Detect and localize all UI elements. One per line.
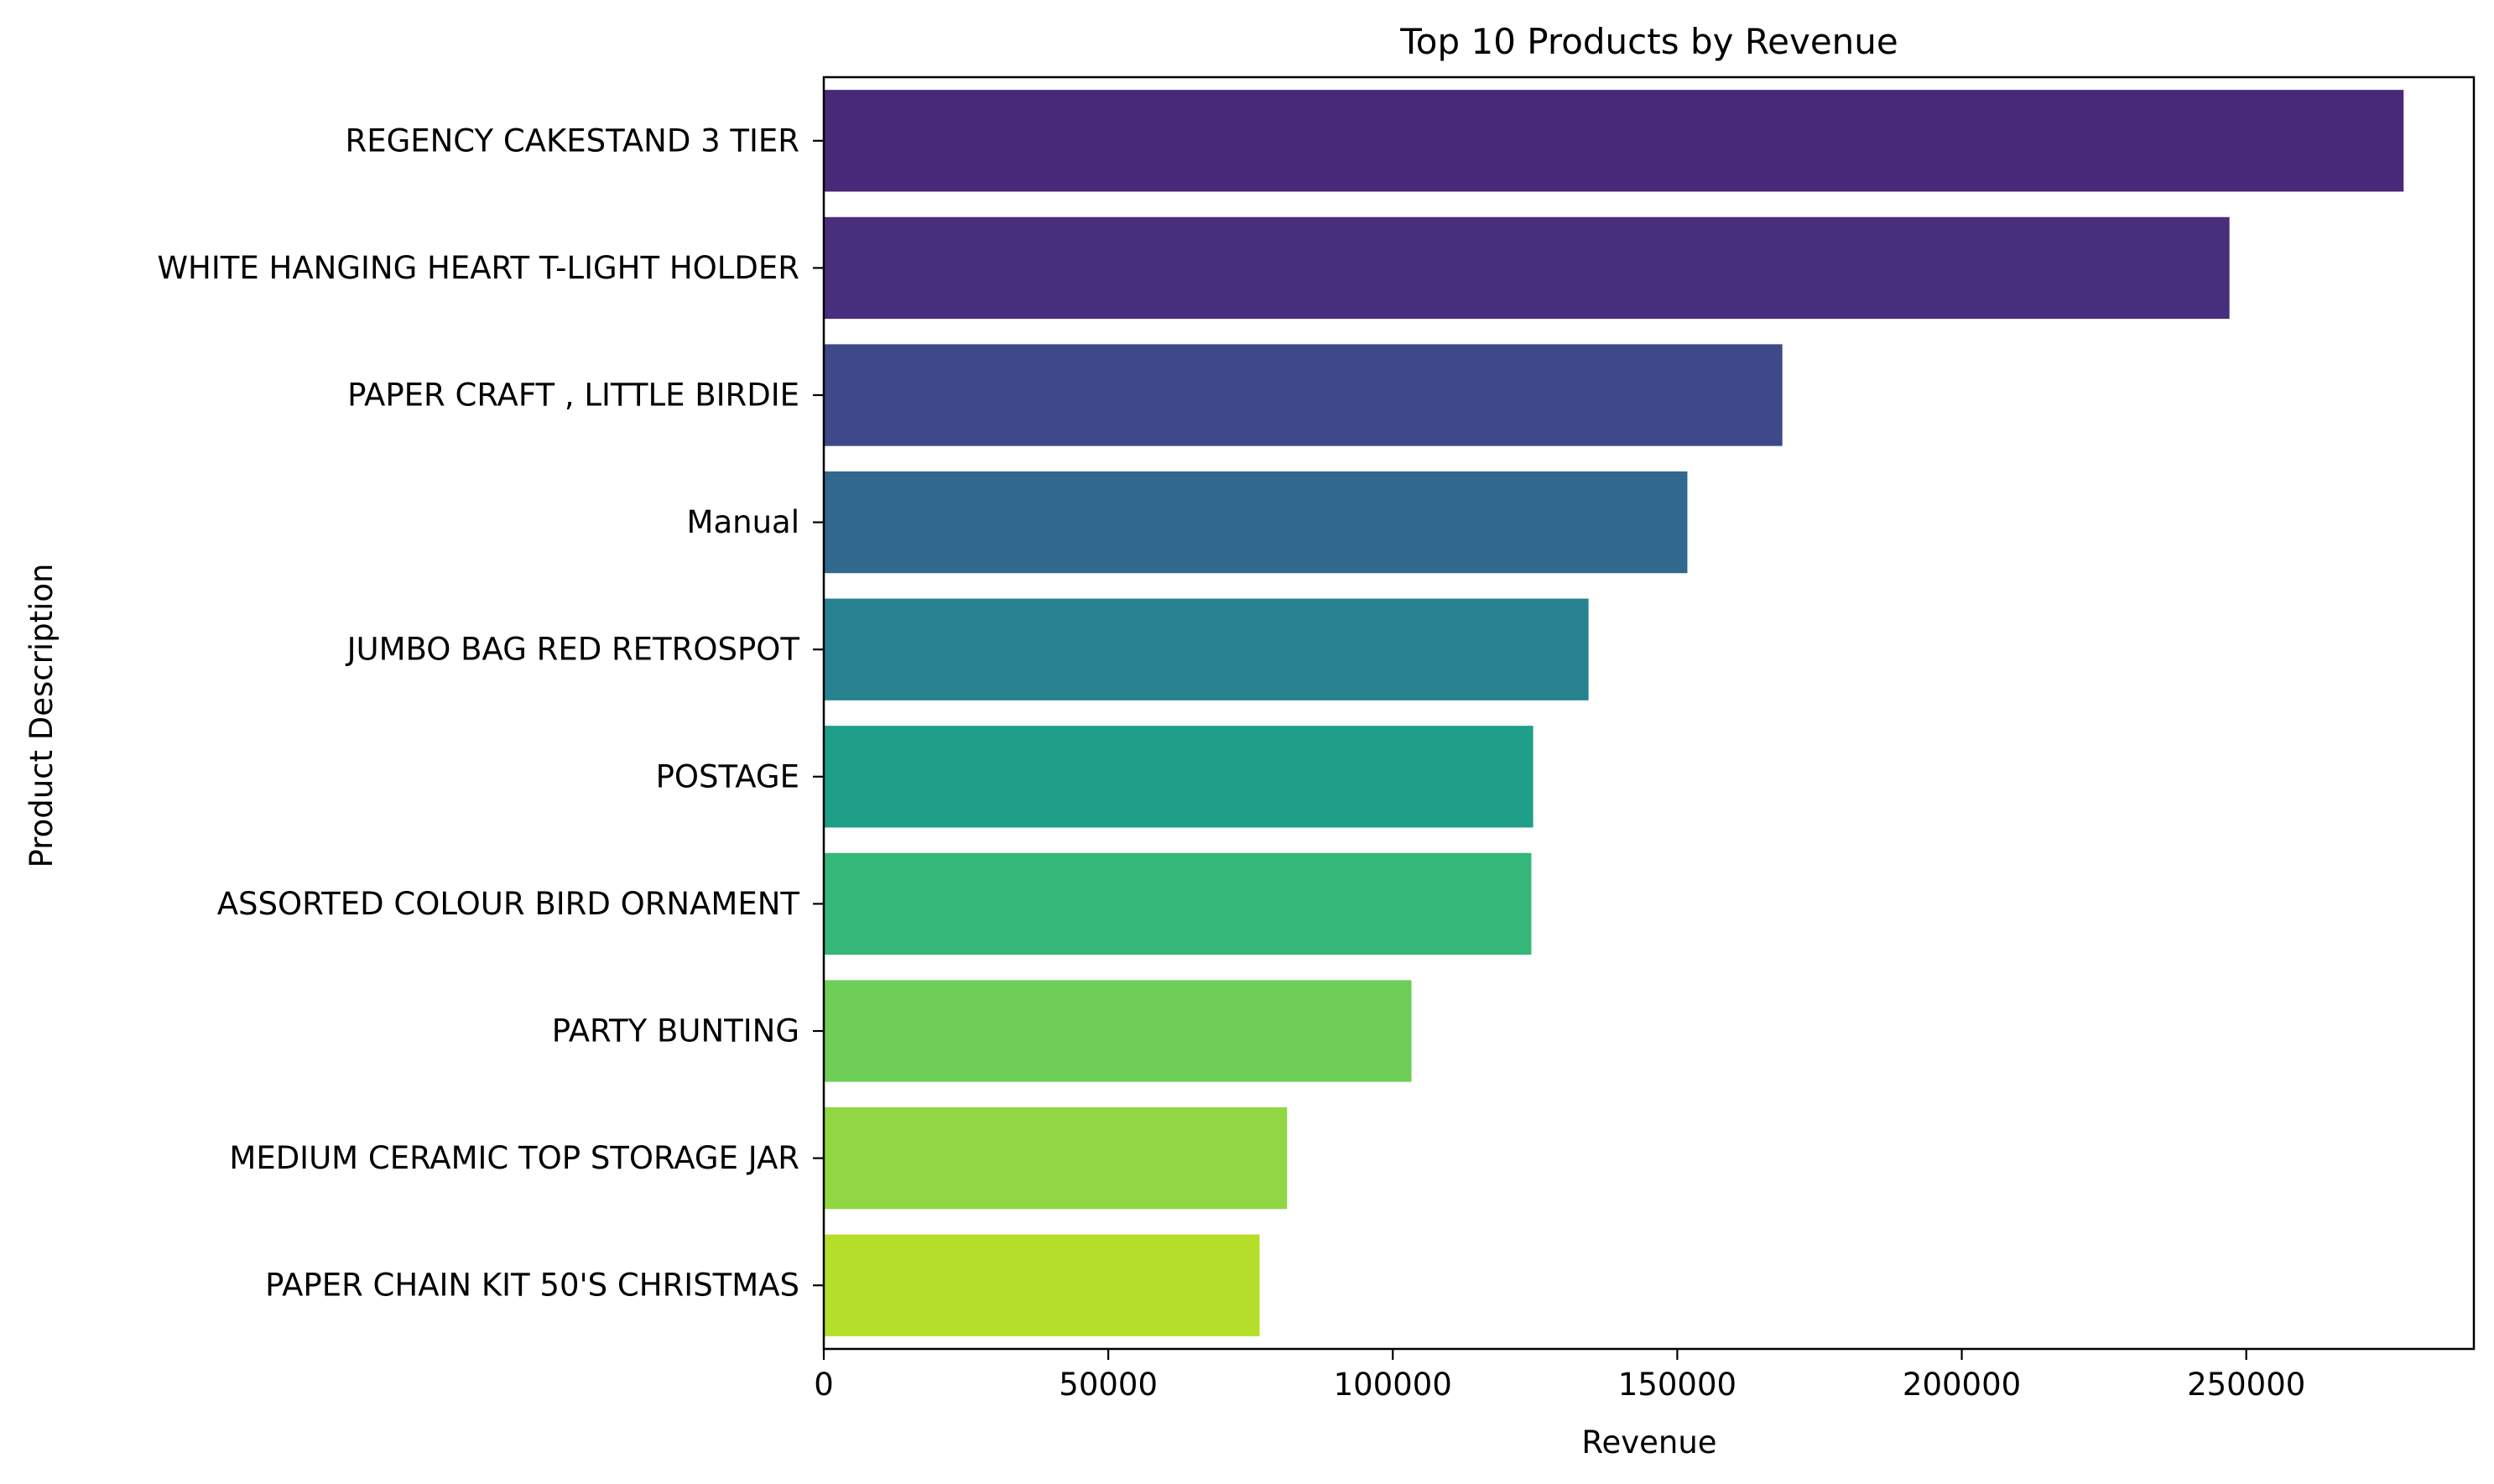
x-tick-label: 250000 <box>2187 1367 2305 1403</box>
x-tick-label: 200000 <box>1903 1367 2021 1403</box>
bar <box>824 471 1688 574</box>
x-tick-label: 150000 <box>1618 1367 1736 1403</box>
y-tick-label: REGENCY CAKESTAND 3 TIER <box>345 122 799 159</box>
x-tick-label: 0 <box>814 1367 834 1403</box>
bar <box>824 1106 1288 1210</box>
bars-group <box>824 90 2404 1336</box>
y-tick-label: PAPER CRAFT , LITTLE BIRDIE <box>347 378 799 414</box>
y-tick-label: ASSORTED COLOUR BIRD ORNAMENT <box>217 886 800 922</box>
bar <box>824 216 2230 320</box>
x-tick-label: 100000 <box>1334 1367 1452 1403</box>
y-axis-ticks: REGENCY CAKESTAND 3 TIER WHITE HANGING HE… <box>157 122 824 1304</box>
bar <box>824 852 1532 955</box>
y-axis-label: Product Description <box>23 564 60 868</box>
x-axis-ticks: 0 50000 100000 150000 200000 250000 <box>814 1349 2305 1403</box>
bar <box>824 726 1533 828</box>
y-tick-label: JUMBO BAG RED RETROSPOT <box>346 632 800 668</box>
x-axis-label: Revenue <box>1581 1424 1716 1461</box>
chart-title: Top 10 Products by Revenue <box>1399 21 1898 62</box>
y-tick-label: PAPER CHAIN KIT 50'S CHRISTMAS <box>265 1268 799 1304</box>
y-tick-label: WHITE HANGING HEART T-LIGHT HOLDER <box>157 250 799 286</box>
bar <box>824 1234 1260 1336</box>
bar <box>824 90 2404 192</box>
bar <box>824 344 1783 446</box>
y-tick-label: PARTY BUNTING <box>552 1013 799 1049</box>
y-tick-label: Manual <box>687 504 799 540</box>
plot-frame <box>822 76 2476 1351</box>
bar <box>824 980 1412 1082</box>
y-tick-label: POSTAGE <box>656 758 799 794</box>
x-tick-label: 50000 <box>1059 1367 1158 1403</box>
y-tick-label: MEDIUM CERAMIC TOP STORAGE JAR <box>229 1140 799 1176</box>
bar <box>824 598 1589 700</box>
